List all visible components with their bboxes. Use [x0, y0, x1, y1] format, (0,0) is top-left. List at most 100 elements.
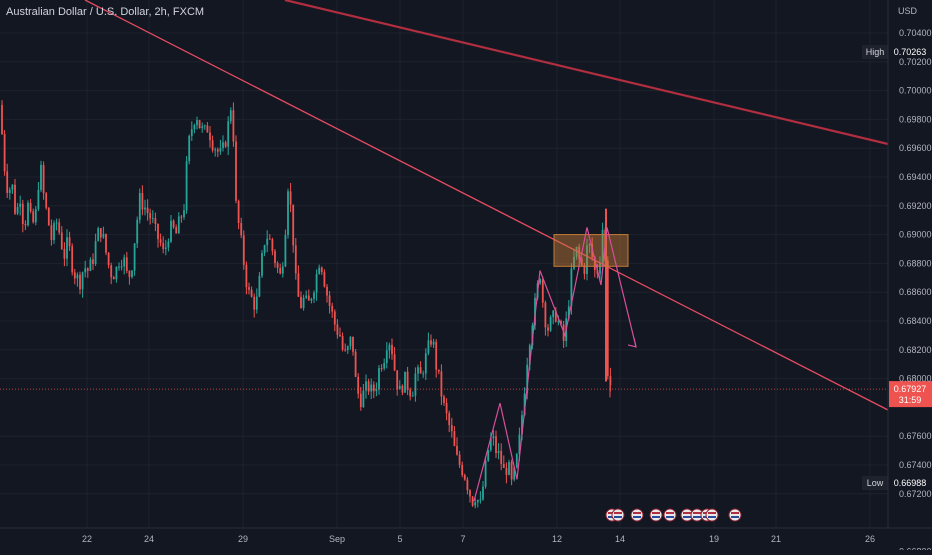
candle-body: [167, 241, 170, 248]
candle-body: [588, 244, 591, 246]
candle-body: [149, 212, 152, 219]
event-flag-stripe: [683, 516, 691, 518]
event-flag-stripe: [633, 512, 641, 514]
candle-body: [79, 274, 81, 290]
candle-body: [112, 277, 115, 280]
candle-body: [151, 218, 154, 220]
candle-body: [398, 385, 401, 390]
candle-body: [180, 216, 183, 218]
candle-body: [81, 272, 84, 290]
candle-body: [497, 450, 500, 454]
candle-body: [45, 193, 48, 208]
candle-body: [547, 327, 549, 331]
candle-body: [344, 349, 347, 351]
candle-body: [120, 266, 123, 268]
candle-body: [240, 223, 243, 236]
candle-body: [274, 251, 276, 264]
candle-body: [99, 228, 102, 238]
y-tick-label-5: 0.69400: [899, 172, 932, 182]
candle-body: [131, 270, 133, 278]
candle-body: [188, 136, 191, 162]
candle-body: [237, 200, 240, 224]
candle-body: [575, 246, 578, 257]
candle-body: [435, 341, 438, 370]
event-flag-icon: [649, 508, 663, 522]
y-tick-label-16: 0.66800: [899, 546, 932, 550]
candle-body: [427, 340, 430, 354]
event-flag-icon: [705, 508, 719, 522]
x-tick-label-0: 22: [82, 534, 92, 544]
candle-body: [297, 273, 300, 297]
candle-body: [55, 222, 58, 224]
candle-body: [125, 257, 128, 271]
candle-body: [107, 252, 110, 266]
candle-body: [271, 239, 274, 252]
candle-body: [8, 189, 11, 193]
candle-body: [378, 368, 380, 390]
candle-body: [336, 324, 339, 335]
y-tick-label-1: 0.70200: [899, 57, 932, 67]
y-tick-label-13: 0.67600: [899, 431, 932, 441]
candle-body: [206, 125, 209, 133]
candle-body: [388, 344, 391, 351]
candle-body: [177, 216, 180, 234]
trendline-upper: [284, 0, 889, 146]
candle-body: [27, 202, 29, 226]
event-flag-stripe: [731, 512, 739, 514]
x-tick-label-7: 14: [615, 534, 625, 544]
candle-body: [281, 266, 284, 274]
candle-body: [391, 344, 393, 355]
event-flag-icon: [663, 508, 677, 522]
candle-body: [154, 218, 157, 224]
candle-body: [16, 207, 19, 214]
candle-body: [94, 241, 97, 264]
y-tick-label-14: 0.67400: [899, 460, 932, 470]
candle-body: [310, 298, 313, 301]
candle-body: [250, 289, 253, 297]
candle-body: [432, 341, 435, 345]
candle-body: [487, 450, 490, 461]
candle-body: [526, 364, 529, 394]
candle-body: [279, 267, 282, 274]
candle-body: [6, 171, 9, 193]
candle-body: [294, 245, 297, 274]
candle-body: [229, 110, 232, 122]
candle-body: [201, 126, 204, 129]
x-tick-label-1: 24: [144, 534, 154, 544]
candle-body: [37, 190, 40, 210]
zigzag-pattern: [473, 227, 637, 502]
candle-body: [354, 351, 357, 377]
candle-body: [123, 257, 126, 267]
candle-body: [313, 292, 315, 299]
candle-body: [263, 245, 266, 254]
candle-body: [86, 268, 89, 271]
candle-body: [133, 243, 136, 271]
event-flag-stripe: [614, 516, 622, 518]
low-badge-value: 0.66988: [894, 478, 927, 488]
candle-body: [300, 296, 302, 309]
event-flag-icon: [728, 508, 742, 522]
candle-body: [198, 120, 201, 129]
event-flag-icon: [630, 508, 644, 522]
candle-body: [370, 384, 373, 392]
candle-body: [544, 302, 547, 328]
candle-body: [302, 297, 305, 309]
candle-body: [193, 125, 196, 130]
candle-body: [461, 464, 464, 476]
candle-body: [471, 496, 474, 506]
candle-body: [1, 105, 3, 134]
candle-body: [146, 207, 149, 213]
y-tick-label-6: 0.69200: [899, 201, 932, 211]
candle-body: [523, 393, 526, 416]
y-tick-label-15: 0.67200: [899, 489, 932, 499]
candle-body: [406, 371, 409, 390]
candle-body: [224, 142, 227, 147]
candle-body: [284, 234, 287, 267]
candle-body: [58, 222, 61, 233]
candle-body: [375, 389, 378, 392]
high-badge-label-bg: [862, 45, 888, 59]
candle-body: [466, 479, 469, 491]
